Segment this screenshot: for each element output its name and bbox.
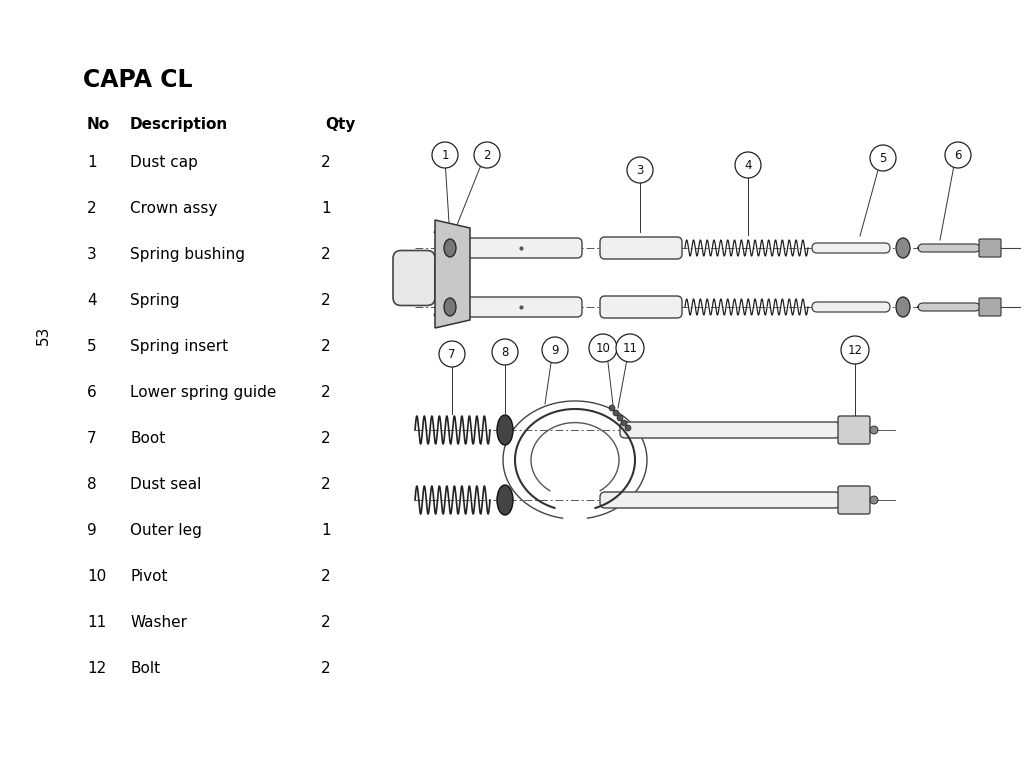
Circle shape <box>870 496 878 504</box>
Circle shape <box>870 145 896 171</box>
Circle shape <box>439 341 465 367</box>
Text: Description: Description <box>130 117 228 132</box>
Text: 2: 2 <box>321 339 331 354</box>
Text: 12: 12 <box>87 661 106 676</box>
Text: 5: 5 <box>880 152 887 165</box>
Circle shape <box>432 142 458 168</box>
Circle shape <box>945 142 971 168</box>
Text: 2: 2 <box>321 569 331 584</box>
Text: 2: 2 <box>321 615 331 630</box>
Text: 6: 6 <box>954 149 962 162</box>
Text: 3: 3 <box>636 164 644 177</box>
Text: 1: 1 <box>321 523 331 538</box>
Text: 2: 2 <box>321 155 331 170</box>
Polygon shape <box>435 220 470 328</box>
Text: Spring: Spring <box>130 293 179 308</box>
Circle shape <box>617 415 623 421</box>
Text: 11: 11 <box>623 341 638 354</box>
FancyBboxPatch shape <box>979 239 1001 257</box>
Ellipse shape <box>896 238 910 258</box>
Text: 12: 12 <box>848 344 862 357</box>
Text: 4: 4 <box>87 293 96 308</box>
FancyBboxPatch shape <box>838 486 870 514</box>
Ellipse shape <box>444 239 456 257</box>
Circle shape <box>613 410 618 416</box>
Text: 9: 9 <box>551 344 559 357</box>
FancyBboxPatch shape <box>460 297 582 317</box>
Text: 2: 2 <box>321 293 331 308</box>
FancyBboxPatch shape <box>600 237 682 259</box>
FancyBboxPatch shape <box>393 251 435 306</box>
Text: 2: 2 <box>321 247 331 262</box>
Circle shape <box>621 420 627 426</box>
Text: 3: 3 <box>87 247 97 262</box>
Text: 9: 9 <box>87 523 97 538</box>
Text: Lower spring guide: Lower spring guide <box>130 385 276 400</box>
Ellipse shape <box>444 298 456 316</box>
FancyBboxPatch shape <box>918 303 980 311</box>
Ellipse shape <box>497 485 513 515</box>
Text: 1: 1 <box>87 155 96 170</box>
Circle shape <box>542 337 568 363</box>
Circle shape <box>616 334 644 362</box>
Text: Qty: Qty <box>326 117 356 132</box>
Text: 2: 2 <box>321 477 331 492</box>
FancyBboxPatch shape <box>600 296 682 318</box>
FancyBboxPatch shape <box>918 244 980 252</box>
Text: 1: 1 <box>321 201 331 216</box>
Text: 2: 2 <box>321 661 331 676</box>
FancyBboxPatch shape <box>620 422 840 438</box>
Text: 7: 7 <box>449 347 456 360</box>
Circle shape <box>492 339 518 365</box>
Circle shape <box>735 152 761 178</box>
FancyBboxPatch shape <box>600 492 840 508</box>
FancyBboxPatch shape <box>838 416 870 444</box>
Text: 8: 8 <box>502 345 509 358</box>
Text: Crown assy: Crown assy <box>130 201 217 216</box>
Text: Washer: Washer <box>130 615 187 630</box>
Circle shape <box>609 405 615 411</box>
Text: 53: 53 <box>36 325 50 345</box>
Circle shape <box>870 426 878 434</box>
Ellipse shape <box>497 415 513 445</box>
Circle shape <box>589 334 617 362</box>
Text: 1: 1 <box>441 149 449 162</box>
Text: Boot: Boot <box>130 431 165 446</box>
Text: Outer leg: Outer leg <box>130 523 202 538</box>
Text: 10: 10 <box>596 341 610 354</box>
Text: 4: 4 <box>744 158 752 171</box>
Text: 6: 6 <box>87 385 97 400</box>
Text: Spring bushing: Spring bushing <box>130 247 245 262</box>
Circle shape <box>625 425 631 431</box>
Text: Spring insert: Spring insert <box>130 339 228 354</box>
Text: 10: 10 <box>87 569 106 584</box>
Text: Bolt: Bolt <box>130 661 160 676</box>
Text: 7: 7 <box>87 431 96 446</box>
Text: 2: 2 <box>483 149 490 162</box>
Circle shape <box>474 142 500 168</box>
Text: 11: 11 <box>87 615 106 630</box>
Text: Pivot: Pivot <box>130 569 168 584</box>
Ellipse shape <box>896 297 910 317</box>
Text: 8: 8 <box>87 477 96 492</box>
FancyBboxPatch shape <box>460 238 582 258</box>
Text: Dust seal: Dust seal <box>130 477 202 492</box>
Text: 2: 2 <box>321 385 331 400</box>
Text: CAPA CL: CAPA CL <box>83 68 193 92</box>
Text: 2: 2 <box>321 431 331 446</box>
Text: No: No <box>87 117 111 132</box>
Text: 5: 5 <box>87 339 96 354</box>
Circle shape <box>627 157 653 183</box>
FancyBboxPatch shape <box>812 302 890 312</box>
Text: Dust cap: Dust cap <box>130 155 198 170</box>
FancyBboxPatch shape <box>979 298 1001 316</box>
Circle shape <box>841 336 869 364</box>
FancyBboxPatch shape <box>812 243 890 253</box>
Text: 2: 2 <box>87 201 96 216</box>
